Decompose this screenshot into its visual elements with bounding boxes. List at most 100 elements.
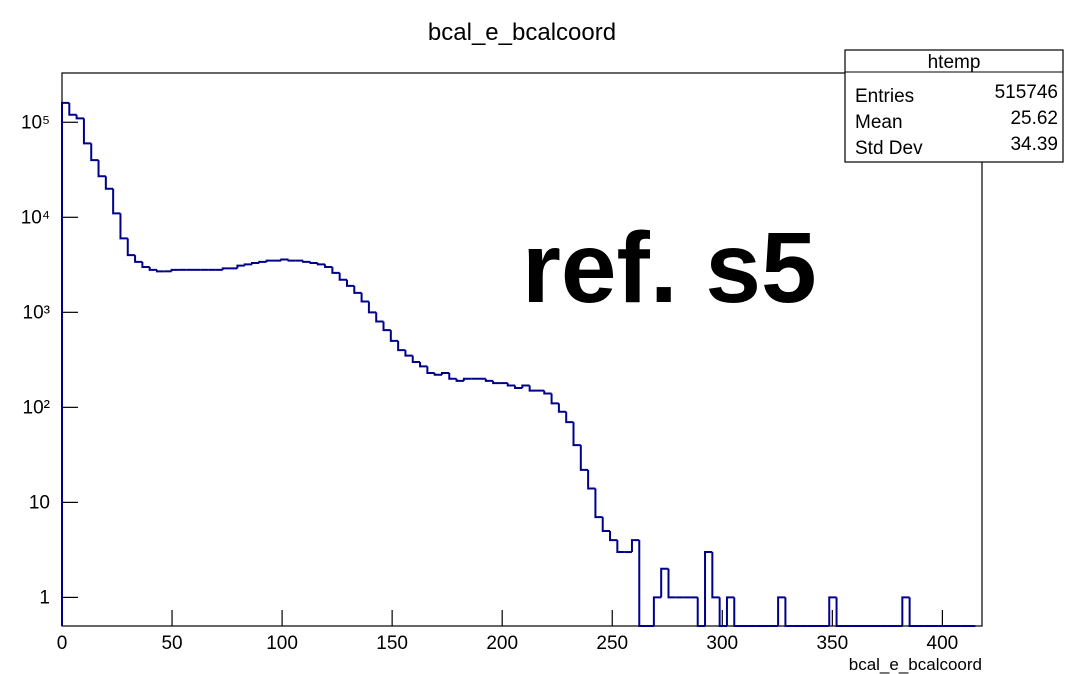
stats-value: 515746 — [995, 82, 1058, 103]
histogram-bin — [353, 285, 362, 294]
histogram-bin — [221, 267, 231, 270]
histogram-bin — [82, 118, 92, 145]
stats-box: htemp Entries 515746 Mean 25.62 Std Dev … — [844, 49, 1064, 163]
histogram-bin — [265, 259, 274, 262]
histogram-bin — [68, 102, 77, 116]
histogram-bin — [616, 540, 625, 554]
histogram-bin — [141, 261, 150, 268]
y-tick-label: 10² — [23, 397, 50, 418]
y-tick-label: 10⁴ — [21, 207, 50, 228]
x-tick-label: 400 — [927, 633, 959, 654]
x-tick-label: 300 — [706, 633, 738, 654]
histogram-bin — [609, 530, 618, 542]
histogram-bin — [404, 350, 413, 357]
stats-value: 25.62 — [1010, 108, 1058, 129]
histogram-bin — [302, 260, 311, 263]
x-axis-label: bcal_e_bcalcoord — [849, 655, 982, 674]
histogram-bin — [638, 540, 647, 627]
histogram-bin — [528, 385, 537, 392]
histogram-bin — [828, 596, 837, 626]
histogram-bin — [112, 188, 121, 215]
histogram-bin — [170, 268, 179, 272]
stats-key: Entries — [855, 86, 914, 107]
histogram-bin — [696, 597, 706, 627]
plot-frame — [61, 72, 983, 627]
histogram-bin — [367, 301, 377, 314]
histogram-bin — [389, 330, 399, 342]
histogram-bin — [258, 260, 267, 264]
y-tick-label: 10⁵ — [21, 112, 50, 133]
histogram-bin — [565, 411, 574, 424]
histogram-bin — [126, 238, 136, 257]
histogram-bin — [550, 393, 559, 405]
histogram-bin — [134, 255, 143, 263]
x-tick-label: 100 — [266, 633, 298, 654]
x-tick-label: 200 — [486, 633, 518, 654]
histogram-bin — [733, 597, 742, 627]
histogram-bin — [382, 321, 391, 332]
histogram-bin — [426, 366, 435, 374]
histogram-bin — [835, 597, 844, 627]
histogram-bin — [316, 263, 326, 266]
stats-key: Std Dev — [855, 138, 923, 159]
histogram-bin — [338, 272, 347, 281]
histogram-bin — [104, 176, 114, 190]
histogram-bin — [908, 597, 917, 627]
histogram-bin — [148, 266, 157, 271]
histogram-bin — [360, 292, 369, 303]
chart-title: bcal_e_bcalcoord — [428, 19, 616, 46]
histogram-bin — [667, 568, 676, 599]
x-tick-label: 250 — [596, 633, 628, 654]
stats-value: 34.39 — [1010, 134, 1058, 155]
histogram-bin — [660, 567, 669, 598]
histogram-bin — [784, 597, 793, 627]
histogram-bin — [652, 596, 662, 626]
histogram-bin — [375, 312, 384, 323]
histogram-bin — [572, 422, 581, 447]
histogram-bin — [543, 390, 552, 395]
y-tick-label: 1 — [39, 587, 50, 608]
histogram-bin — [455, 378, 464, 382]
histogram-bin — [280, 258, 289, 261]
histogram-bin — [397, 340, 406, 352]
stats-frame — [844, 49, 1064, 163]
histogram-bin — [601, 517, 611, 532]
histogram-bin — [630, 539, 640, 553]
histogram-bin — [711, 552, 720, 599]
histogram-bin — [119, 213, 128, 240]
histogram-bin — [704, 551, 713, 626]
histogram-bin — [462, 377, 472, 381]
x-tick-label: 350 — [816, 633, 848, 654]
watermark: ref. s5 — [522, 212, 817, 324]
histogram-bin — [433, 372, 442, 376]
histogram-bin — [345, 279, 355, 287]
histogram-bin — [75, 114, 84, 120]
histogram-bin — [309, 261, 318, 265]
histogram-bin — [492, 380, 501, 385]
histogram-bin — [61, 101, 70, 626]
histogram-bin — [243, 263, 252, 266]
histogram-bin — [594, 488, 603, 519]
histogram-bin — [419, 362, 428, 368]
histogram-bin — [448, 372, 457, 380]
x-tick-label: 0 — [57, 633, 68, 654]
histogram-bin — [287, 259, 296, 262]
histogram-bin — [250, 262, 260, 265]
histogram-bin — [587, 469, 596, 490]
histogram-bin — [155, 269, 165, 273]
histogram-bin — [331, 266, 340, 274]
histogram-bin — [521, 384, 530, 388]
histogram-bin — [506, 383, 516, 387]
histogram-bin — [97, 160, 106, 178]
y-tick-label: 10³ — [23, 302, 50, 323]
histogram-bin — [777, 596, 786, 626]
histogram-bin — [90, 143, 99, 162]
histogram-bin — [411, 355, 421, 364]
histogram-bin — [236, 264, 245, 269]
histogram-bin — [725, 596, 735, 626]
histogram-bin — [324, 264, 333, 268]
y-tick-label: 10 — [29, 492, 50, 513]
histogram-bin — [514, 385, 523, 389]
stats-title: htemp — [928, 52, 981, 73]
